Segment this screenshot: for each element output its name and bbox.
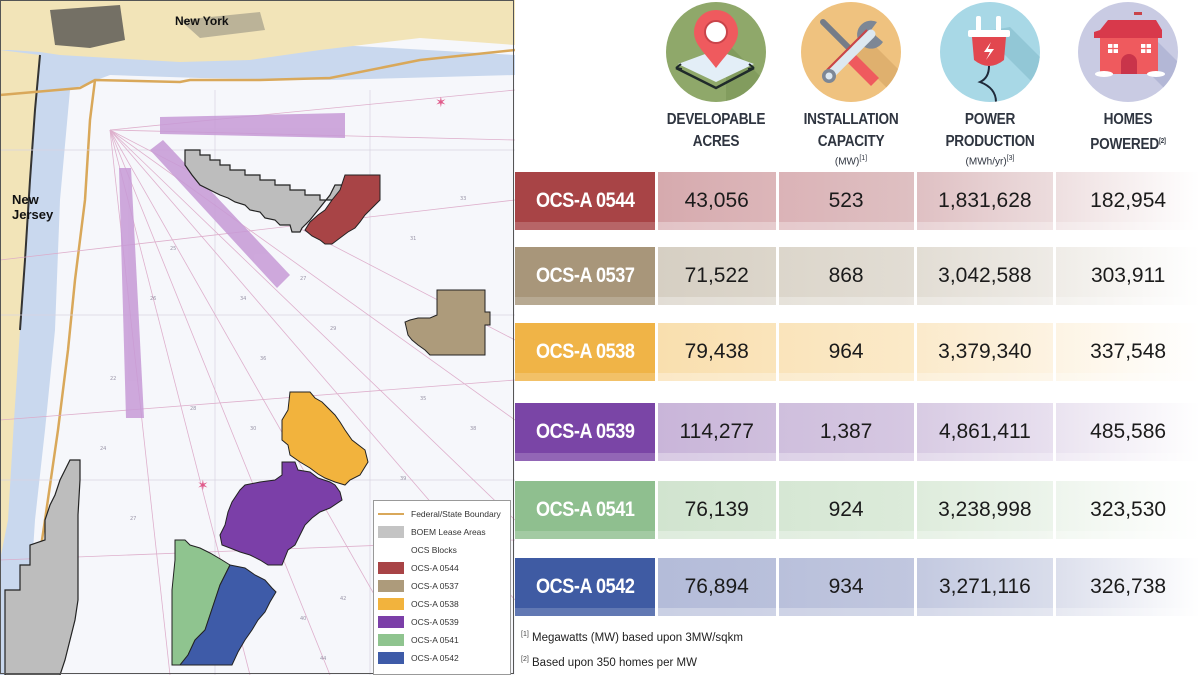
cell-capacity: 934 (778, 558, 914, 616)
boundary-line-swatch (378, 513, 404, 515)
svg-text:29: 29 (330, 326, 336, 332)
svg-text:27: 27 (130, 516, 136, 522)
cell-homes: 326,738 (1056, 558, 1200, 616)
row-label: OCS-A 0542 (515, 558, 655, 616)
swatch-0539 (378, 616, 404, 628)
power-plug-icon (940, 2, 1040, 102)
svg-text:33: 33 (460, 196, 466, 202)
svg-text:34: 34 (240, 296, 246, 302)
cell-acres: 76,894 (657, 558, 776, 616)
svg-text:26: 26 (150, 296, 156, 302)
legend-item-boem: BOEM Lease Areas (378, 523, 506, 541)
svg-text:✶: ✶ (197, 478, 209, 494)
new-york-label: New York (175, 14, 229, 28)
column-header-production: POWER PRODUCTION (MWh/yr)[3] (921, 0, 1059, 168)
svg-text:40: 40 (300, 616, 306, 622)
boem-swatch (378, 526, 404, 538)
new-jersey-label: New Jersey (12, 192, 54, 222)
cell-production: 4,861,411 (916, 403, 1054, 461)
svg-text:27: 27 (300, 276, 306, 282)
row-label: OCS-A 0539 (515, 403, 655, 461)
swatch-0541 (378, 634, 404, 646)
cell-homes: 337,548 (1056, 323, 1200, 381)
legend-item-0541: OCS-A 0541 (378, 631, 506, 649)
svg-text:✶: ✶ (435, 95, 447, 111)
cell-production: 1,831,628 (916, 172, 1054, 230)
legend-item-0542: OCS-A 0542 (378, 649, 506, 667)
column-header-capacity: INSTALLATION CAPACITY (MW)[1] (782, 0, 920, 168)
legend-item-0544: OCS-A 0544 (378, 559, 506, 577)
column-header-acres: DEVELOPABLE ACRES (647, 0, 785, 153)
svg-text:44: 44 (320, 656, 326, 662)
footnote-2: [2] Based upon 350 homes per MW (521, 655, 697, 669)
svg-text:31: 31 (410, 236, 416, 242)
cell-capacity: 964 (778, 323, 914, 381)
wrench-screwdriver-icon (801, 2, 901, 102)
svg-text:35: 35 (420, 396, 426, 402)
swatch-0537 (378, 580, 404, 592)
column-header-homes: HOMES POWERED[2] (1059, 0, 1197, 156)
table-row-0537: OCS-A 0537 71,522 868 3,042,588 303,911 (515, 247, 1200, 305)
cell-production: 3,042,588 (916, 247, 1054, 305)
table-row-0544: OCS-A 0544 43,056 523 1,831,628 182,954 (515, 172, 1200, 230)
svg-text:24: 24 (100, 446, 106, 452)
row-label: OCS-A 0544 (515, 172, 655, 230)
svg-text:30: 30 (250, 426, 256, 432)
svg-text:22: 22 (110, 376, 116, 382)
house-icon (1078, 2, 1178, 102)
row-label: OCS-A 0538 (515, 323, 655, 381)
ocs-blocks-swatch (378, 544, 404, 556)
svg-text:36: 36 (260, 356, 266, 362)
cell-production: 3,271,116 (916, 558, 1054, 616)
cell-homes: 485,586 (1056, 403, 1200, 461)
svg-text:38: 38 (470, 426, 476, 432)
table-row-0539: OCS-A 0539 114,277 1,387 4,861,411 485,5… (515, 403, 1200, 461)
cell-capacity: 523 (778, 172, 914, 230)
cell-capacity: 868 (778, 247, 914, 305)
swatch-0538 (378, 598, 404, 610)
svg-text:28: 28 (190, 406, 196, 412)
cell-acres: 71,522 (657, 247, 776, 305)
legend-item-0539: OCS-A 0539 (378, 613, 506, 631)
cell-capacity: 924 (778, 481, 914, 539)
swatch-0542 (378, 652, 404, 664)
svg-text:42: 42 (340, 596, 346, 602)
cell-capacity: 1,387 (778, 403, 914, 461)
table-row-0542: OCS-A 0542 76,894 934 3,271,116 326,738 (515, 558, 1200, 616)
legend-item-ocs-blocks: OCS Blocks (378, 541, 506, 559)
footnotes: [1] Megawatts (MW) based upon 3MW/sqkm [… (521, 624, 743, 674)
cell-homes: 323,530 (1056, 481, 1200, 539)
cell-acres: 76,139 (657, 481, 776, 539)
cell-homes: 303,911 (1056, 247, 1200, 305)
map-legend: Federal/State Boundary BOEM Lease Areas … (373, 500, 511, 675)
swatch-0544 (378, 562, 404, 574)
cell-production: 3,238,998 (916, 481, 1054, 539)
lease-area-stats: DEVELOPABLE ACRES INSTALLATION CAPACITY … (515, 0, 1200, 675)
cell-acres: 114,277 (657, 403, 776, 461)
legend-item-0537: OCS-A 0537 (378, 577, 506, 595)
cell-homes: 182,954 (1056, 172, 1200, 230)
legend-item-boundary: Federal/State Boundary (378, 505, 506, 523)
cell-acres: 79,438 (657, 323, 776, 381)
svg-text:39: 39 (400, 476, 406, 482)
table-row-0538: OCS-A 0538 79,438 964 3,379,340 337,548 (515, 323, 1200, 381)
map-pin-area-icon (666, 2, 766, 102)
legend-item-0538: OCS-A 0538 (378, 595, 506, 613)
row-label: OCS-A 0537 (515, 247, 655, 305)
cell-acres: 43,056 (657, 172, 776, 230)
footnote-1: [1] Megawatts (MW) based upon 3MW/sqkm (521, 631, 743, 644)
svg-text:25: 25 (170, 246, 176, 252)
table-row-0541: OCS-A 0541 76,139 924 3,238,998 323,530 (515, 481, 1200, 539)
cell-production: 3,379,340 (916, 323, 1054, 381)
row-label: OCS-A 0541 (515, 481, 655, 539)
